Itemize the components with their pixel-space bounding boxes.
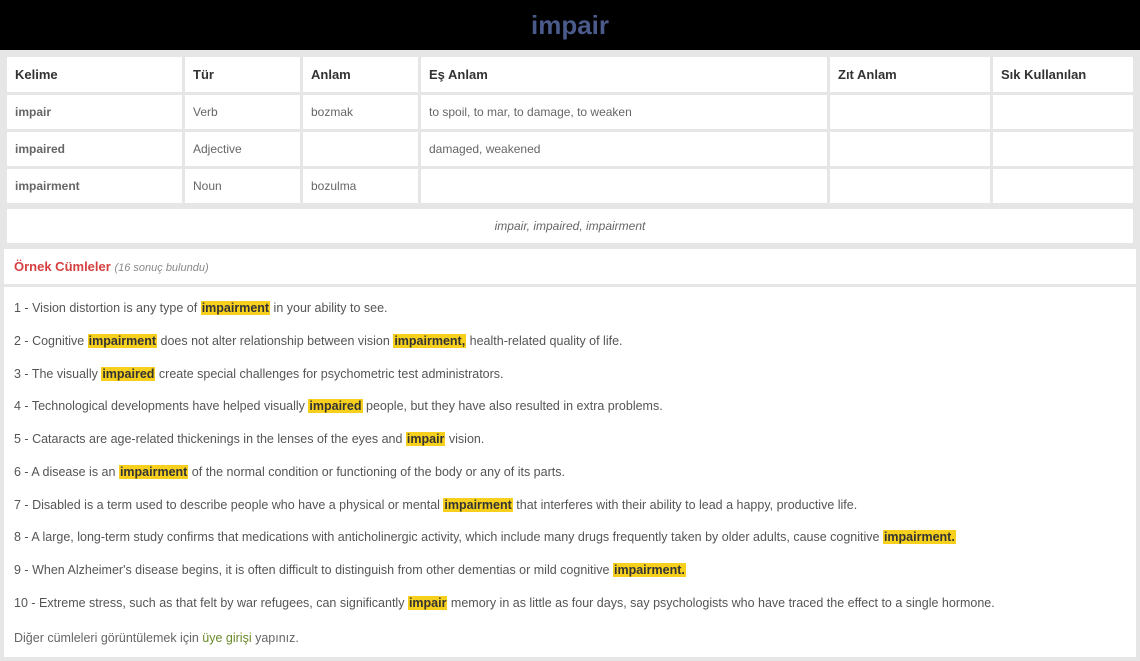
login-note-prefix: Diğer cümleleri görüntülemek için [14, 631, 202, 645]
highlight: impairment, [393, 334, 466, 348]
sentence-number: 6 - [14, 465, 31, 479]
table-row: impairmentNounbozulma [7, 169, 1133, 203]
sentence-number: 10 - [14, 596, 39, 610]
cell-es: damaged, weakened [421, 132, 827, 166]
cell-anlam [303, 132, 418, 166]
ornek-header: Örnek Cümleler (16 sonuç bulundu) [4, 249, 1136, 284]
sentence: 10 - Extreme stress, such as that felt b… [14, 594, 1126, 613]
login-note: Diğer cümleleri görüntülemek için üye gi… [14, 631, 1126, 645]
sentence-text: A large, long-term study confirms that m… [31, 530, 883, 544]
sentence-number: 1 - [14, 301, 32, 315]
sentence-text: create special challenges for psychometr… [155, 367, 503, 381]
sentence: 7 - Disabled is a term used to describe … [14, 496, 1126, 515]
content-area: Kelime Tür Anlam Eş Anlam Zıt Anlam Sık … [0, 50, 1140, 661]
header-bar: impair [0, 0, 1140, 50]
sentence-text: health-related quality of life. [466, 334, 622, 348]
table-header-row: Kelime Tür Anlam Eş Anlam Zıt Anlam Sık … [7, 57, 1133, 92]
col-zit: Zıt Anlam [830, 57, 990, 92]
sentence-number: 4 - [14, 399, 32, 413]
highlight: impaired [101, 367, 155, 381]
cell-zit [830, 169, 990, 203]
sentence: 9 - When Alzheimer's disease begins, it … [14, 561, 1126, 580]
sentence-text: people, but they have also resulted in e… [363, 399, 663, 413]
cell-sik [993, 132, 1133, 166]
highlight: impair [408, 596, 448, 610]
sentence-text: does not alter relationship between visi… [157, 334, 393, 348]
sentence-number: 2 - [14, 334, 32, 348]
highlight: impairment. [883, 530, 956, 544]
sentence-number: 5 - [14, 432, 32, 446]
col-es: Eş Anlam [421, 57, 827, 92]
sentence-number: 9 - [14, 563, 32, 577]
page-title: impair [531, 10, 609, 41]
summary-table: impair, impaired, impairment [4, 206, 1136, 246]
login-link[interactable]: üye girişi [202, 631, 251, 645]
highlight: impairment [119, 465, 188, 479]
table-row: impairVerbbozmakto spoil, to mar, to dam… [7, 95, 1133, 129]
sentence: 5 - Cataracts are age-related thickening… [14, 430, 1126, 449]
sentence-text: that interferes with their ability to le… [513, 498, 857, 512]
col-sik: Sık Kullanılan [993, 57, 1133, 92]
sentence-text: When Alzheimer's disease begins, it is o… [32, 563, 613, 577]
summary-row: impair, impaired, impairment [7, 209, 1133, 243]
cell-sik [993, 95, 1133, 129]
sentences-block: 1 - Vision distortion is any type of imp… [4, 287, 1136, 657]
sentence: 3 - The visually impaired create special… [14, 365, 1126, 384]
sentence-text: vision. [445, 432, 484, 446]
cell-zit [830, 132, 990, 166]
cell-tur: Noun [185, 169, 300, 203]
cell-anlam: bozulma [303, 169, 418, 203]
cell-kelime[interactable]: impair [7, 95, 182, 129]
sentence-text: of the normal condition or functioning o… [188, 465, 565, 479]
sentence: 4 - Technological developments have help… [14, 397, 1126, 416]
cell-es [421, 169, 827, 203]
col-tur: Tür [185, 57, 300, 92]
sentence-number: 3 - [14, 367, 32, 381]
cell-sik [993, 169, 1133, 203]
cell-tur: Adjective [185, 132, 300, 166]
sentence-text: A disease is an [31, 465, 119, 479]
cell-kelime: impairment [7, 169, 182, 203]
sentence: 6 - A disease is an impairment of the no… [14, 463, 1126, 482]
sentence-number: 8 - [14, 530, 31, 544]
sentence-number: 7 - [14, 498, 32, 512]
cell-kelime: impaired [7, 132, 182, 166]
sentence-text: Disabled is a term used to describe peop… [32, 498, 443, 512]
sentence-text: Cognitive [32, 334, 88, 348]
table-row: impairedAdjective damaged, weakened [7, 132, 1133, 166]
cell-zit [830, 95, 990, 129]
highlight: impairment. [613, 563, 686, 577]
sentence-text: Cataracts are age-related thickenings in… [32, 432, 406, 446]
col-anlam: Anlam [303, 57, 418, 92]
sentence-text: in your ability to see. [270, 301, 387, 315]
highlight: impairment [88, 334, 157, 348]
sentence: 1 - Vision distortion is any type of imp… [14, 299, 1126, 318]
cell-es: to spoil, to mar, to damage, to weaken [421, 95, 827, 129]
highlight: impairment [443, 498, 512, 512]
highlight: impair [406, 432, 446, 446]
sentence-text: Technological developments have helped v… [32, 399, 309, 413]
sentence-text: memory in as little as four days, say ps… [447, 596, 994, 610]
sentence-text: The visually [32, 367, 101, 381]
sentence-text: Vision distortion is any type of [32, 301, 201, 315]
ornek-title: Örnek Cümleler [14, 259, 111, 274]
login-note-suffix: yapınız. [252, 631, 299, 645]
cell-anlam: bozmak [303, 95, 418, 129]
ornek-count: (16 sonuç bulundu) [114, 262, 208, 274]
word-table: Kelime Tür Anlam Eş Anlam Zıt Anlam Sık … [4, 54, 1136, 206]
sentence: 2 - Cognitive impairment does not alter … [14, 332, 1126, 351]
sentence-text: Extreme stress, such as that felt by war… [39, 596, 408, 610]
cell-tur: Verb [185, 95, 300, 129]
sentence: 8 - A large, long-term study confirms th… [14, 528, 1126, 547]
highlight: impairment [201, 301, 270, 315]
summary-text: impair, impaired, impairment [7, 209, 1133, 243]
col-kelime: Kelime [7, 57, 182, 92]
highlight: impaired [308, 399, 362, 413]
